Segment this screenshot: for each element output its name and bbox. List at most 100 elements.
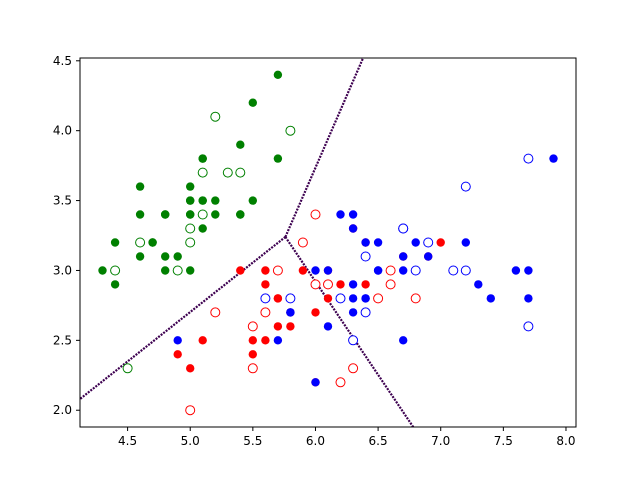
point-filled-s2-0 [173, 336, 182, 345]
point-filled-s0-13 [186, 266, 195, 275]
point-filled-s2-16 [361, 238, 370, 247]
point-filled-s0-31 [273, 154, 283, 163]
plot-area [80, 58, 576, 427]
point-filled-s0-8 [161, 266, 170, 275]
point-filled-s1-5 [248, 336, 257, 345]
point-filled-s1-6 [261, 336, 270, 345]
point-filled-s0-4 [135, 210, 145, 219]
point-hollow-s0-11 [285, 125, 296, 136]
point-hollow-s0-3 [172, 265, 183, 276]
point-filled-s0-19 [198, 224, 207, 233]
point-hollow-s0-5 [185, 223, 196, 234]
data-points [98, 70, 558, 416]
point-hollow-s0-10 [235, 167, 246, 178]
point-hollow-s2-13 [523, 321, 534, 332]
point-hollow-s0-7 [197, 167, 208, 178]
point-filled-s0-21 [198, 196, 207, 205]
point-hollow-s1-15 [410, 293, 421, 304]
point-filled-s0-29 [248, 196, 257, 205]
y-tick-label-1: 2.5 [53, 333, 72, 347]
point-hollow-s1-4 [260, 307, 271, 318]
point-filled-s0-5 [135, 182, 145, 191]
point-filled-s1-16 [311, 308, 320, 317]
point-filled-s2-4 [311, 266, 320, 275]
point-filled-s2-28 [511, 266, 521, 275]
point-filled-s0-28 [236, 140, 245, 149]
point-filled-s0-23 [198, 154, 207, 163]
point-hollow-s2-3 [348, 335, 359, 346]
point-filled-s1-2 [198, 336, 207, 345]
point-filled-s1-19 [336, 280, 345, 289]
point-hollow-s1-6 [297, 237, 308, 248]
point-filled-s2-24 [424, 252, 433, 261]
point-hollow-s0-0 [110, 265, 121, 276]
point-filled-s0-17 [186, 196, 195, 205]
point-hollow-s0-9 [222, 167, 233, 178]
x-tick-label-1: 5.0 [181, 434, 200, 448]
point-hollow-s1-11 [348, 363, 359, 374]
point-hollow-s1-13 [385, 279, 396, 290]
point-hollow-s1-10 [335, 377, 346, 388]
point-hollow-s1-12 [373, 293, 384, 304]
point-filled-s2-31 [549, 154, 558, 163]
point-filled-s0-18 [186, 182, 195, 191]
point-hollow-s2-11 [460, 265, 471, 276]
decision-boundaries [80, 58, 415, 427]
point-filled-s2-8 [336, 210, 345, 219]
point-hollow-s1-5 [272, 265, 283, 276]
x-tick-label-7: 8.0 [556, 434, 575, 448]
point-filled-s0-7 [148, 238, 157, 247]
point-hollow-s2-12 [460, 181, 471, 192]
point-hollow-s2-8 [410, 265, 421, 276]
point-hollow-s0-2 [135, 237, 146, 248]
y-tick-label-0: 2.0 [53, 403, 72, 417]
point-filled-s2-29 [524, 294, 533, 303]
point-hollow-s2-2 [335, 293, 346, 304]
x-tick-label-6: 7.5 [494, 434, 513, 448]
point-hollow-s1-8 [310, 209, 321, 220]
point-filled-s2-26 [474, 280, 483, 289]
point-filled-s2-7 [323, 266, 333, 275]
point-filled-s0-3 [135, 252, 145, 261]
point-filled-s1-8 [261, 266, 270, 275]
point-filled-s2-30 [524, 266, 533, 275]
point-filled-s1-26 [436, 238, 445, 247]
x-tick-label-2: 5.5 [243, 434, 262, 448]
point-filled-s0-12 [173, 252, 182, 261]
y-axis-ticks: 2.0 2.5 3.0 3.5 4.0 4.5 [53, 54, 80, 417]
point-filled-s1-17 [323, 294, 333, 303]
point-filled-s1-7 [261, 280, 270, 289]
point-hollow-s0-6 [197, 209, 208, 220]
point-filled-s0-11 [161, 210, 170, 219]
x-tick-label-0: 4.5 [118, 434, 137, 448]
point-hollow-s1-2 [247, 363, 258, 374]
point-filled-s2-19 [373, 238, 383, 247]
y-tick-label-5: 4.5 [53, 54, 72, 68]
point-filled-s2-18 [373, 266, 383, 275]
point-hollow-s1-7 [310, 279, 321, 290]
point-hollow-s2-14 [523, 153, 534, 164]
point-hollow-s2-5 [360, 251, 371, 262]
point-hollow-s2-0 [260, 293, 271, 304]
boundary-line-0 [80, 236, 287, 400]
point-filled-s1-3 [236, 266, 245, 275]
point-hollow-s1-0 [185, 405, 196, 416]
point-hollow-s0-4 [185, 237, 196, 248]
point-filled-s2-10 [348, 294, 358, 303]
point-filled-s2-21 [399, 266, 408, 275]
point-filled-s0-32 [273, 70, 283, 80]
point-filled-s2-3 [286, 308, 295, 317]
y-tick-label-3: 3.5 [53, 194, 72, 208]
point-filled-s2-23 [411, 238, 420, 247]
y-tick-label-2: 3.0 [53, 263, 72, 277]
point-hollow-s2-4 [360, 307, 371, 318]
point-filled-s1-14 [298, 266, 308, 275]
point-filled-s1-0 [173, 350, 182, 359]
point-filled-s2-6 [323, 322, 333, 331]
x-tick-label-5: 7.0 [431, 434, 450, 448]
point-filled-s1-1 [186, 364, 195, 373]
point-hollow-s1-3 [247, 321, 258, 332]
point-filled-s2-1 [273, 336, 283, 345]
plot-frame [79, 57, 577, 428]
